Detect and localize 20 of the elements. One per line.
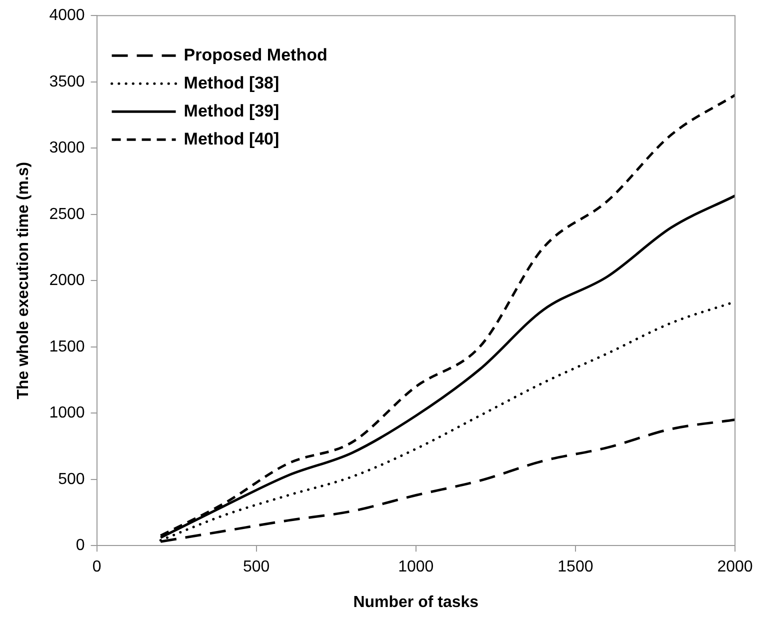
x-tick-label: 0 — [92, 558, 102, 576]
legend-label: Proposed Method — [184, 45, 328, 64]
x-tick-label: 500 — [242, 558, 270, 576]
y-tick-label: 3000 — [49, 140, 85, 157]
y-tick-label: 500 — [58, 470, 85, 488]
legend-label: Method [38] — [184, 73, 280, 92]
x-axis-title: Number of tasks — [353, 594, 479, 611]
y-tick-label: 2000 — [49, 272, 85, 290]
y-axis-title: The whole execution time (m.s) — [15, 162, 32, 400]
y-tick-label: 2500 — [49, 206, 85, 223]
y-tick-label: 3500 — [49, 73, 85, 90]
x-tick-label: 1000 — [398, 558, 434, 576]
legend-label: Method [40] — [184, 129, 280, 148]
legend-label: Method [39] — [184, 101, 280, 120]
y-tick-label: 4000 — [49, 7, 85, 24]
x-tick-label: 1500 — [558, 558, 594, 576]
y-tick-label: 0 — [76, 537, 85, 554]
y-tick-label: 1000 — [49, 404, 85, 422]
x-tick-label: 2000 — [717, 558, 753, 576]
y-tick-label: 1500 — [49, 338, 85, 356]
